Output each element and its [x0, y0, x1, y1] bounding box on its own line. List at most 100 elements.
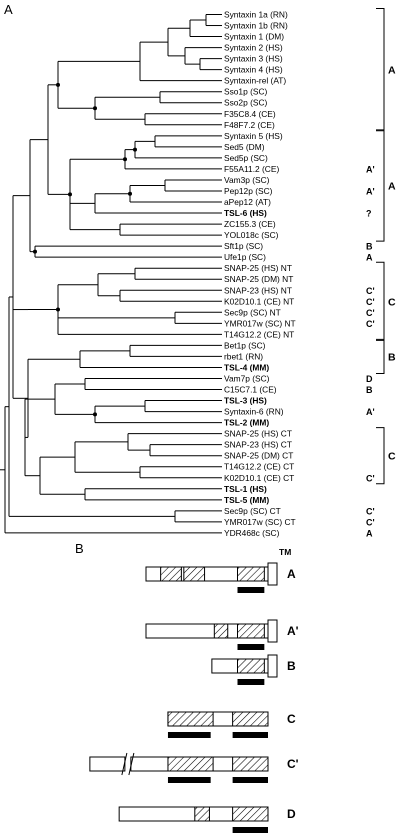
- taxon-label: Syntaxin-6 (RN): [224, 407, 284, 417]
- taxon-label: Vam3p (SC): [224, 175, 270, 185]
- class-label: C': [366, 319, 375, 329]
- domain-class-label: A: [287, 567, 296, 581]
- taxon-label: Sso1p (SC): [224, 87, 267, 97]
- taxon-label: F48F7.2 (CE): [224, 120, 275, 130]
- domain-class-label: C': [287, 757, 299, 771]
- class-label: A': [366, 407, 375, 417]
- class-labels: A'A'?BAC'C'C'C'DBA'C'C'C'A: [366, 164, 375, 538]
- group-label: C: [388, 451, 396, 463]
- taxon-label: Sso2p (SC): [224, 98, 267, 108]
- taxon-label: T14G12.2 (CE) NT: [224, 329, 294, 339]
- node-dot: [56, 82, 60, 87]
- taxon-label: SNAP-25 (HS) NT: [224, 263, 292, 273]
- taxon-label: Syntaxin 1b (RN): [224, 21, 288, 31]
- class-label: A': [366, 186, 375, 196]
- taxon-label: Syntaxin 2 (HS): [224, 43, 283, 53]
- taxon-label: rbet1 (RN): [224, 351, 263, 361]
- coiled-coil-region: [167, 711, 214, 727]
- coiled-coil-region: [167, 756, 214, 772]
- node-dot: [93, 106, 97, 111]
- panel-a-label: A: [4, 2, 13, 17]
- taxon-label: YDR468c (SC): [224, 528, 280, 538]
- coiled-coil-region: [194, 806, 210, 822]
- domain-box: [89, 756, 126, 772]
- class-label: C': [366, 308, 375, 318]
- snare-motif-bar: [232, 732, 268, 738]
- taxon-label: TSL-4 (MM): [224, 362, 269, 372]
- group-bracket: [376, 129, 385, 242]
- group-label: C: [388, 296, 396, 308]
- taxon-label: Sft1p (SC): [224, 241, 263, 251]
- taxon-label: SNAP-25 (DM) NT: [224, 274, 293, 284]
- snare-motif-bar: [237, 644, 265, 650]
- coiled-coil-region: [237, 623, 265, 639]
- taxon-label: YOL018c (SC): [224, 230, 279, 240]
- taxon-labels: Syntaxin 1a (RN)Syntaxin 1b (RN)Syntaxin…: [224, 10, 296, 538]
- taxon-label: SNAP-25 (DM) CT: [224, 451, 293, 461]
- coiled-coil-region: [183, 566, 206, 582]
- taxon-label: Pep12p (SC): [224, 186, 273, 196]
- class-label: D: [366, 374, 373, 384]
- taxon-label: SNAP-23 (HS) CT: [224, 440, 292, 450]
- taxon-label: Syntaxin-rel (AT): [224, 76, 286, 86]
- break-mark: [121, 752, 128, 776]
- taxon-label: Sec9p (SC) NT: [224, 307, 281, 317]
- coiled-coil-region: [160, 566, 182, 582]
- node-dot: [68, 192, 72, 197]
- node-dot: [128, 191, 132, 196]
- taxon-label: TSL-3 (HS): [224, 396, 267, 406]
- class-label: A': [366, 164, 375, 174]
- coiled-coil-region: [232, 806, 269, 822]
- taxon-label: Syntaxin 5 (HS): [224, 131, 283, 141]
- taxon-label: aPep12 (AT): [224, 197, 271, 207]
- taxon-label: SNAP-23 (HS) NT: [224, 285, 292, 295]
- taxon-label: Syntaxin 1 (DM): [224, 32, 284, 42]
- tm-domain: [267, 654, 278, 678]
- node-dot: [93, 412, 97, 417]
- panel-b-label: B: [75, 541, 84, 556]
- node-dot: [33, 249, 37, 254]
- group-label: B: [388, 351, 396, 363]
- class-label: B: [366, 385, 373, 395]
- coiled-coil-region: [232, 711, 269, 727]
- snare-motif-bar: [232, 777, 268, 783]
- taxon-label: K02D10.1 (CE) CT: [224, 473, 294, 483]
- class-label: A: [366, 528, 373, 538]
- taxon-label: C15C7.1 (CE): [224, 385, 277, 395]
- class-label: C': [366, 473, 375, 483]
- class-label: C': [366, 297, 375, 307]
- taxon-label: Vam7p (SC): [224, 373, 270, 383]
- snare-motif-bar: [167, 732, 211, 738]
- phylogenetic-tree: [0, 14, 222, 534]
- class-label: C': [366, 286, 375, 296]
- taxon-label: F55A11.2 (CE): [224, 164, 279, 174]
- snare-motif-bar: [167, 777, 211, 783]
- taxon-label: SNAP-25 (HS) CT: [224, 429, 292, 439]
- tm-domain: [267, 619, 278, 643]
- taxon-label: T14G12.2 (CE) CT: [224, 462, 294, 472]
- taxon-label: YMR017w (SC) CT: [224, 517, 296, 527]
- taxon-label: F35C8.4 (CE): [224, 109, 276, 119]
- taxon-label: Sed5p (SC): [224, 153, 268, 163]
- group-bracket: [376, 8, 385, 132]
- coiled-coil-region: [232, 756, 269, 772]
- group-bracket: [376, 427, 385, 485]
- group-bracket: [376, 261, 385, 341]
- taxon-label: Sed5 (DM): [224, 142, 265, 152]
- taxon-label: TSL-2 (MM): [224, 418, 269, 428]
- tm-label: TM: [279, 547, 291, 557]
- class-label: ?: [366, 209, 372, 219]
- node-dot: [133, 147, 137, 152]
- domain-class-label: B: [287, 659, 296, 673]
- group-brackets: A A C B C: [376, 8, 396, 485]
- taxon-label: TSL-5 (MM): [224, 495, 269, 505]
- domain-class-label: C: [287, 712, 296, 726]
- coiled-coil-region: [213, 623, 229, 639]
- taxon-label: TSL-6 (HS): [224, 208, 267, 218]
- domain-class-label: A': [287, 624, 299, 638]
- coiled-coil-region: [237, 658, 265, 674]
- class-label: B: [366, 242, 373, 252]
- group-label: A: [388, 180, 396, 192]
- taxon-label: Ufe1p (SC): [224, 252, 266, 262]
- group-bracket: [376, 338, 385, 374]
